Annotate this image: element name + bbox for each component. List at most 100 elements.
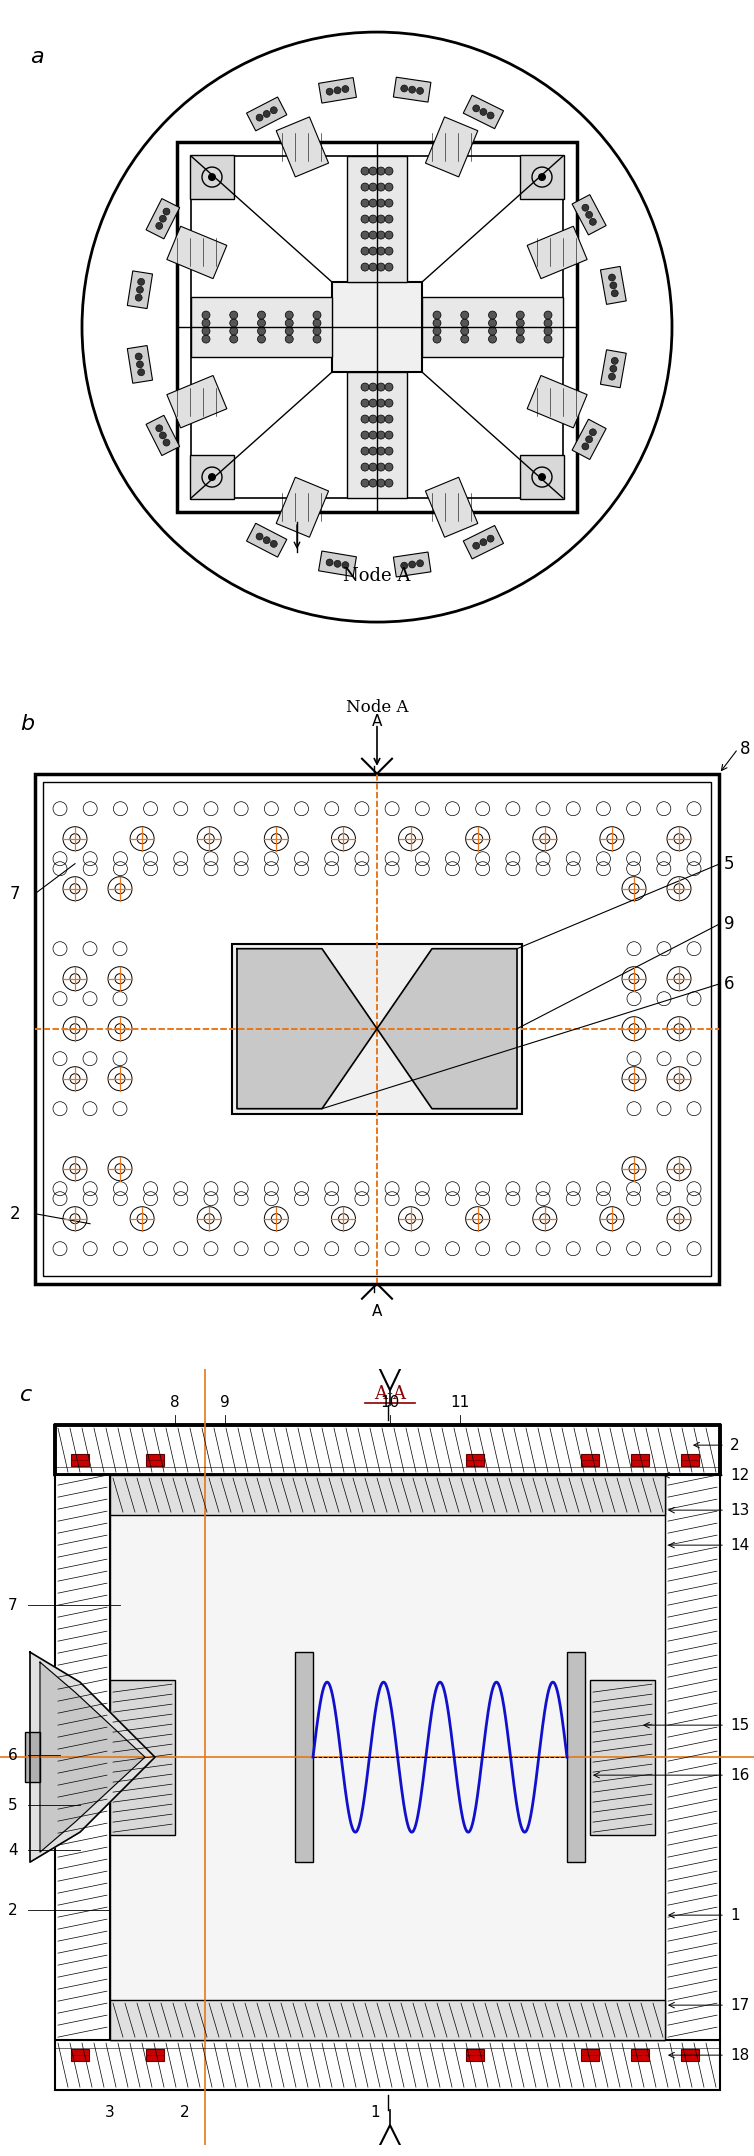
- Bar: [681, 2048, 699, 2061]
- Bar: [55, 1425, 720, 1475]
- Circle shape: [385, 183, 393, 192]
- Bar: [466, 1453, 484, 1466]
- Circle shape: [326, 558, 333, 567]
- Circle shape: [377, 399, 385, 407]
- Bar: [581, 1453, 599, 1466]
- Bar: [55, 1425, 720, 1475]
- Text: A: A: [372, 1304, 382, 1319]
- Bar: [55, 1425, 720, 1475]
- Bar: [631, 2048, 649, 2061]
- Bar: [55, 1425, 720, 1475]
- Circle shape: [487, 535, 494, 541]
- Circle shape: [285, 334, 293, 343]
- Circle shape: [433, 319, 441, 328]
- Circle shape: [361, 183, 369, 192]
- Text: 2: 2: [8, 1902, 17, 1917]
- Bar: [55, 1475, 110, 2040]
- Circle shape: [544, 334, 552, 343]
- Bar: [55, 1425, 720, 1475]
- Circle shape: [361, 231, 369, 239]
- Circle shape: [377, 216, 385, 222]
- Bar: [110, 1475, 665, 2040]
- Circle shape: [385, 446, 393, 455]
- Bar: [55, 1425, 720, 1475]
- Circle shape: [487, 112, 494, 119]
- Circle shape: [608, 373, 615, 379]
- Bar: [55, 1425, 720, 1475]
- Circle shape: [369, 384, 377, 390]
- Circle shape: [480, 108, 487, 116]
- Bar: [55, 1425, 720, 1475]
- Text: 13: 13: [730, 1503, 749, 1518]
- Bar: [55, 1425, 720, 1475]
- Text: 5: 5: [8, 1798, 17, 1813]
- Text: 18: 18: [730, 2048, 749, 2063]
- Bar: [232, 944, 522, 1115]
- Bar: [55, 1425, 720, 1475]
- Circle shape: [369, 464, 377, 470]
- Bar: [55, 1425, 720, 1475]
- Bar: [55, 1425, 720, 1475]
- Bar: [146, 416, 179, 455]
- Circle shape: [369, 183, 377, 192]
- Circle shape: [202, 334, 210, 343]
- Circle shape: [334, 561, 341, 567]
- Bar: [347, 373, 407, 498]
- Bar: [55, 1425, 720, 1475]
- Bar: [55, 1425, 720, 1475]
- Polygon shape: [237, 949, 517, 1108]
- Text: 14: 14: [730, 1537, 749, 1552]
- Bar: [55, 1425, 720, 1475]
- Circle shape: [377, 479, 385, 487]
- Text: 6: 6: [724, 975, 734, 992]
- Bar: [55, 1425, 720, 1475]
- Bar: [466, 2048, 484, 2061]
- Circle shape: [377, 263, 385, 272]
- Bar: [55, 1425, 720, 1475]
- Bar: [55, 1425, 720, 1475]
- Circle shape: [385, 479, 393, 487]
- Bar: [55, 1425, 720, 1475]
- Bar: [55, 1425, 720, 1475]
- Bar: [332, 282, 422, 373]
- Circle shape: [285, 328, 293, 334]
- Bar: [55, 1425, 720, 1475]
- Bar: [55, 1425, 720, 1475]
- Circle shape: [230, 319, 238, 328]
- Circle shape: [586, 436, 593, 442]
- Circle shape: [285, 319, 293, 328]
- Circle shape: [516, 319, 524, 328]
- Bar: [55, 1425, 720, 1475]
- Circle shape: [361, 416, 369, 423]
- Circle shape: [461, 319, 469, 328]
- Text: 5: 5: [724, 854, 734, 873]
- Bar: [35, 774, 719, 1283]
- Bar: [191, 155, 563, 498]
- Bar: [110, 1475, 665, 1516]
- Circle shape: [156, 425, 163, 431]
- Bar: [631, 1453, 649, 1466]
- Bar: [55, 1425, 720, 1475]
- Circle shape: [433, 334, 441, 343]
- Circle shape: [369, 431, 377, 440]
- Bar: [394, 552, 431, 578]
- Bar: [191, 298, 332, 358]
- Text: 1: 1: [730, 1908, 740, 1923]
- Circle shape: [409, 561, 415, 567]
- Text: 7: 7: [10, 884, 20, 903]
- Circle shape: [516, 310, 524, 319]
- Bar: [600, 267, 627, 304]
- Bar: [590, 1680, 655, 1835]
- Text: 16: 16: [730, 1768, 749, 1783]
- Bar: [55, 1425, 720, 1475]
- Circle shape: [582, 205, 589, 211]
- Bar: [276, 116, 329, 177]
- Circle shape: [313, 319, 321, 328]
- Circle shape: [538, 172, 546, 181]
- Bar: [55, 1425, 720, 1475]
- Text: Node A: Node A: [343, 567, 411, 584]
- Circle shape: [326, 88, 333, 95]
- Circle shape: [590, 429, 596, 436]
- Bar: [190, 455, 234, 498]
- Bar: [55, 1425, 720, 1475]
